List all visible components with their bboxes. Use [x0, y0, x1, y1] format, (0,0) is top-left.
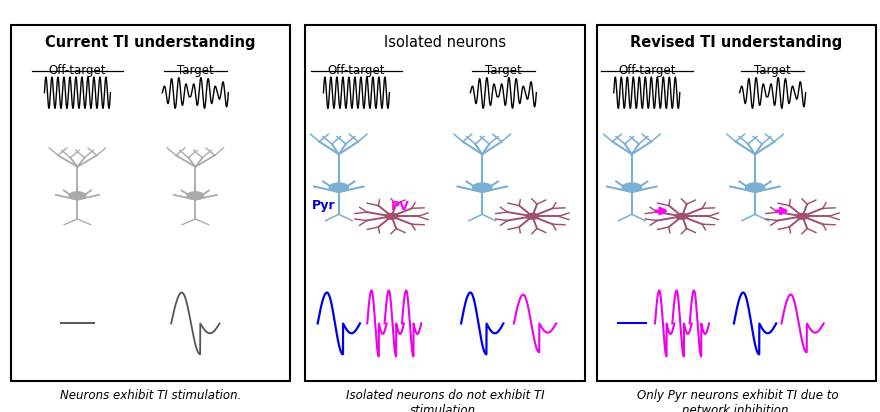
Bar — [11, 25, 290, 381]
Text: PV: PV — [391, 199, 410, 213]
Circle shape — [187, 192, 203, 199]
Circle shape — [70, 192, 85, 199]
Text: Off-target: Off-target — [327, 64, 385, 77]
Bar — [305, 25, 585, 381]
Text: Off-target: Off-target — [48, 64, 106, 77]
Circle shape — [796, 213, 809, 219]
Text: Target: Target — [177, 64, 214, 77]
Circle shape — [745, 183, 765, 192]
Circle shape — [676, 213, 688, 219]
Text: Only Pyr neurons exhibit TI due to
network inhibition.: Only Pyr neurons exhibit TI due to netwo… — [636, 389, 839, 412]
Text: Target: Target — [754, 64, 791, 77]
Text: Target: Target — [485, 64, 522, 77]
Circle shape — [526, 213, 539, 219]
Circle shape — [473, 183, 492, 192]
Text: Neurons exhibit TI stimulation.: Neurons exhibit TI stimulation. — [60, 389, 241, 403]
Text: Revised TI understanding: Revised TI understanding — [630, 35, 843, 50]
Text: Off-target: Off-target — [618, 64, 676, 77]
Bar — [597, 25, 876, 381]
Circle shape — [329, 183, 348, 192]
Text: Current TI understanding: Current TI understanding — [45, 35, 256, 50]
Circle shape — [385, 213, 398, 219]
Text: Isolated neurons do not exhibit TI
stimulation.: Isolated neurons do not exhibit TI stimu… — [346, 389, 545, 412]
Text: Pyr: Pyr — [312, 199, 335, 213]
Text: Isolated neurons: Isolated neurons — [385, 35, 506, 50]
Circle shape — [622, 183, 642, 192]
